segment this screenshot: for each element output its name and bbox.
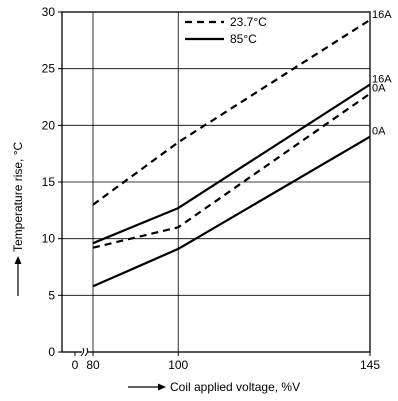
axis-break-mark [80, 347, 85, 357]
grid-layer [62, 12, 370, 352]
x-axis-arrowhead [158, 383, 166, 391]
axes-layer [58, 11, 371, 357]
series-end-label: 0A [372, 83, 386, 95]
series-line [92, 135, 371, 288]
y-tick-label: 0 [48, 345, 55, 359]
axis-break-gap [82, 349, 88, 355]
y-tick-label: 25 [42, 62, 56, 76]
legend-label: 23.7°C [230, 15, 267, 29]
y-tick-label: 30 [42, 5, 56, 19]
y-axis-label: Temperature rise, °C [11, 141, 25, 252]
x-tick-label: 80 [86, 358, 100, 372]
x-tick-label: 145 [360, 358, 380, 372]
x-tick-label: 0 [72, 358, 79, 372]
x-axis-label: Coil applied voltage, %V [170, 380, 300, 394]
series-line [92, 18, 371, 206]
series-end-label: 0A [372, 126, 386, 138]
series-line [92, 83, 371, 245]
series-end-label: 16A [372, 74, 392, 86]
series-end-label: 16A [372, 9, 392, 21]
x-tick-label: 100 [168, 358, 188, 372]
y-tick-label: 15 [42, 175, 56, 189]
series-line [92, 92, 371, 249]
legend-label: 85°C [230, 32, 257, 46]
y-axis-arrowhead [14, 256, 22, 264]
legend-layer: 23.7°C 85°C [185, 15, 267, 46]
y-tick-label: 5 [48, 288, 55, 302]
y-tick-label: 20 [42, 118, 56, 132]
axis-break-mark [84, 347, 89, 357]
y-tick-label: 10 [42, 232, 56, 246]
series-layer [92, 18, 371, 288]
